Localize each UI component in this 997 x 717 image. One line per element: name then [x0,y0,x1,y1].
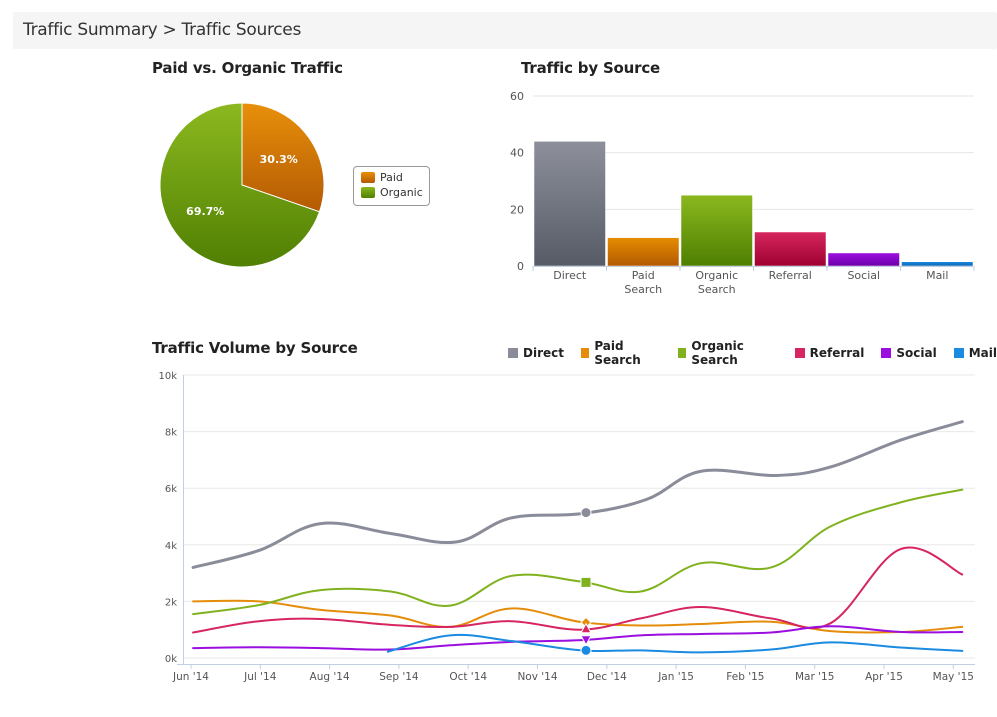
line-ytick-label: 2k [165,597,177,608]
bar-paid-search[interactable] [607,237,680,267]
legend-swatch-paid [361,172,375,183]
line-xtick-label: Jan '15 [657,671,694,683]
line-xtick-label: Jun '14 [172,671,209,683]
legend-item-direct[interactable]: Direct [508,346,564,360]
legend-item-social[interactable]: Social [881,346,937,360]
legend-swatch-referral [794,348,805,358]
bar-x-label: Direct [553,269,587,282]
bar-organic-search[interactable] [680,194,753,267]
line-xtick-label: Feb '15 [726,671,764,683]
line-chart-title: Traffic Volume by Source [152,339,358,357]
legend-item-referral[interactable]: Referral [794,346,865,360]
bar-x-label: Referral [769,269,812,282]
legend-label-mail: Mail [968,346,997,360]
line-xtick-label: Dec '14 [587,671,627,683]
line-series-organic-search[interactable] [192,488,964,616]
pie-chart-title: Paid vs. Organic Traffic [152,59,343,77]
legend-swatch-direct [508,348,518,358]
line-xtick-label: Aug '14 [310,671,350,683]
marker-mail[interactable] [580,644,592,656]
marker-social[interactable] [580,635,592,646]
line-ytick-label: 10k [158,371,177,382]
bar-ytick-label: 60 [510,90,524,103]
bar-x-label: Social [847,269,880,282]
marker-organic-search[interactable] [580,576,592,588]
bar-x-label: Search [698,283,736,296]
legend-item-organic-search[interactable]: Organic Search [677,339,778,367]
legend-swatch-paid-search [580,348,590,358]
bar-x-label: Organic [695,269,738,282]
line-series-social[interactable] [192,625,964,651]
marker-referral[interactable] [580,622,592,634]
bar-x-label: Search [624,283,662,296]
legend-swatch-organic-search [677,348,687,358]
line-chart-legend: Direct Paid Search Organic Search Referr… [508,339,997,367]
line-series-direct[interactable] [191,420,964,569]
line-xtick-label: Jul '14 [243,671,277,683]
line-xtick-label: Apr '15 [865,671,903,683]
legend-swatch-social [881,348,892,358]
line-series-mail[interactable] [386,633,964,654]
bar-x-label: Paid [632,269,655,282]
line-ytick-label: 0k [165,654,177,665]
legend-label-direct: Direct [523,346,564,360]
legend-label-paid-search: Paid Search [594,339,641,367]
bar-ytick-label: 20 [510,203,524,216]
line-ytick-label: 4k [165,541,177,552]
line-ytick-label: 6k [165,484,177,495]
line-series-referral[interactable] [192,546,964,634]
line-xtick-label: Mar '15 [795,671,834,683]
legend-item-paid[interactable]: Paid [361,171,403,184]
legend-label-social: Social [896,346,937,360]
legend-label-organic: Organic [380,186,423,199]
legend-swatch-organic [361,187,375,198]
line-xtick-label: Sep '14 [379,671,419,683]
legend-item-paid-search[interactable]: Paid Search [580,339,661,367]
line-xtick-label: May '15 [933,671,974,683]
breadcrumb[interactable]: Traffic Summary > Traffic Sources [23,20,302,40]
legend-label-paid: Paid [380,171,403,184]
bar-x-label: Mail [926,269,948,282]
legend-item-mail[interactable]: Mail [953,346,997,360]
breadcrumb-bar: Traffic Summary > Traffic Sources [13,12,997,49]
bar-referral[interactable] [754,231,827,267]
bar-direct[interactable] [533,141,606,267]
legend-swatch-mail [953,348,964,358]
line-ytick-label: 8k [165,428,177,439]
legend-label-organic-search: Organic Search [691,339,744,367]
pie-legend: Paid Organic [353,166,430,206]
bar-chart-title: Traffic by Source [521,59,660,77]
bar-ytick-label: 40 [510,147,524,160]
line-xtick-label: Nov '14 [517,671,557,683]
bar-ytick-label: 0 [517,260,524,273]
line-xtick-label: Oct '14 [449,671,487,683]
legend-item-organic[interactable]: Organic [361,186,423,199]
marker-direct[interactable] [580,507,592,519]
legend-label-referral: Referral [809,346,865,360]
